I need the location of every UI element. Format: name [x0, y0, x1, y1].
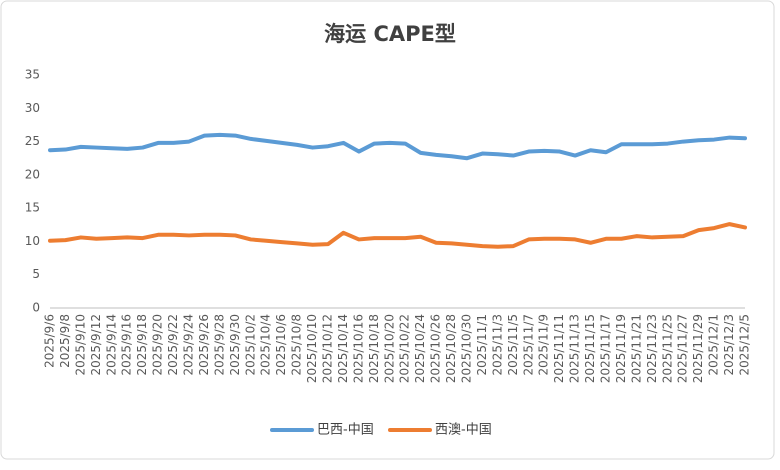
x-tick-label: 2025/11/15 [583, 314, 597, 383]
y-tick-label: 15 [25, 201, 40, 215]
series-line [48, 222, 747, 249]
y-tick-label: 35 [25, 68, 40, 82]
x-tick-label: 2025/10/2 [243, 314, 257, 376]
x-tick-label: 2025/11/21 [629, 314, 643, 383]
x-tick-label: 2025/9/22 [166, 314, 180, 376]
legend-label: 巴西-中国 [317, 423, 374, 438]
x-tick-label: 2025/11/27 [676, 314, 690, 383]
y-tick-label: 10 [25, 234, 40, 248]
y-tick-label: 0 [32, 301, 40, 315]
x-tick-label: 2025/11/11 [552, 314, 566, 383]
x-tick-label: 2025/10/12 [321, 314, 335, 383]
x-tick-label: 2025/9/18 [135, 314, 149, 376]
x-tick-label: 2025/10/16 [351, 314, 365, 383]
x-tick-label: 2025/9/28 [212, 314, 226, 376]
legend-label: 西澳-中国 [435, 422, 492, 438]
x-tick-label: 2025/11/19 [614, 314, 628, 383]
x-tick-label: 2025/11/29 [691, 314, 705, 383]
x-tick-label: 2025/10/30 [460, 314, 474, 383]
series-line [48, 132, 747, 161]
x-tick-label: 2025/10/8 [290, 314, 304, 376]
x-tick-label: 2025/10/22 [398, 314, 412, 383]
x-tick-label: 2025/11/7 [521, 314, 535, 376]
x-tick-label: 2025/10/4 [259, 314, 273, 376]
x-tick-label: 2025/9/8 [58, 314, 72, 368]
x-tick-label: 2025/9/26 [197, 314, 211, 376]
x-tick-label: 2025/11/23 [645, 314, 659, 383]
x-tick-label: 2025/10/10 [305, 314, 319, 383]
x-tick-label: 2025/9/16 [120, 314, 134, 376]
x-tick-label: 2025/10/24 [413, 314, 427, 383]
x-tick-label: 2025/9/6 [43, 314, 57, 368]
x-tick-label: 2025/9/12 [89, 314, 103, 376]
chart-title: 海运 CAPE型 [324, 22, 456, 46]
x-tick-label: 2025/11/13 [568, 314, 582, 383]
chart-border [0, 0, 775, 460]
x-tick-label: 2025/10/18 [367, 314, 381, 383]
x-tick-label: 2025/11/9 [537, 314, 551, 376]
x-tick-label: 2025/10/6 [274, 314, 288, 376]
x-tick-label: 2025/9/14 [104, 314, 118, 376]
x-tick-label: 2025/11/1 [475, 314, 489, 376]
x-tick-label: 2025/11/17 [599, 314, 613, 383]
x-tick-label: 2025/12/1 [707, 314, 721, 376]
y-tick-label: 25 [25, 134, 40, 148]
x-tick-label: 2025/12/5 [738, 314, 752, 376]
x-tick-label: 2025/11/25 [660, 314, 674, 383]
x-tick-label: 2025/11/5 [506, 314, 520, 376]
x-tick-label: 2025/10/14 [336, 314, 350, 383]
y-tick-label: 20 [25, 167, 40, 181]
x-tick-label: 2025/9/24 [182, 314, 196, 376]
x-tick-label: 2025/12/3 [722, 314, 736, 376]
x-tick-label: 2025/10/26 [429, 314, 443, 383]
y-tick-label: 30 [25, 101, 40, 115]
y-tick-label: 5 [32, 267, 40, 281]
x-tick-label: 2025/9/10 [73, 314, 87, 376]
x-tick-label: 2025/10/20 [382, 314, 396, 383]
x-tick-label: 2025/9/30 [228, 314, 242, 376]
x-tick-label: 2025/11/3 [490, 314, 504, 376]
x-tick-label: 2025/10/28 [444, 314, 458, 383]
x-tick-label: 2025/9/20 [151, 314, 165, 376]
